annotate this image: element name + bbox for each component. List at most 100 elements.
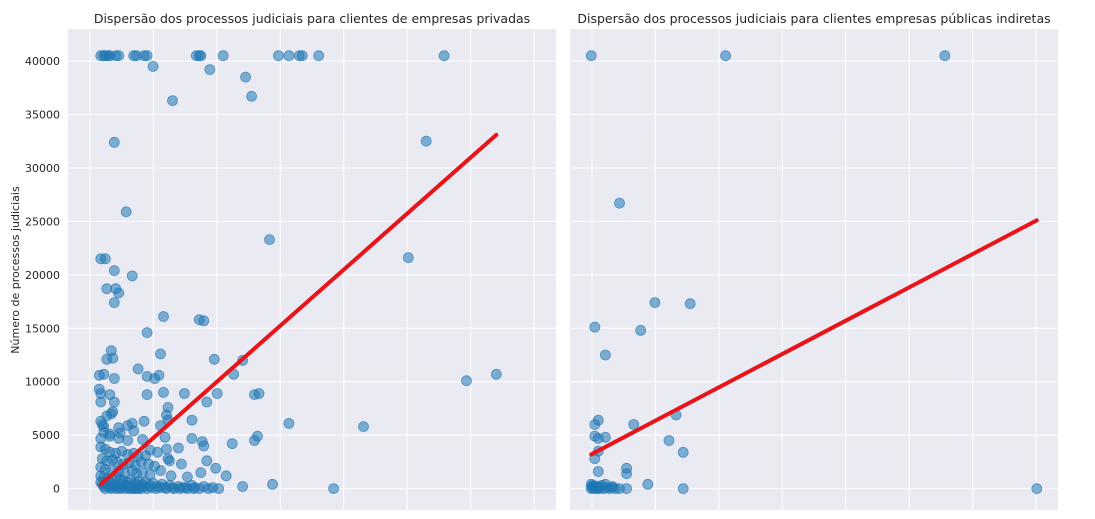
- y-tick-label: 40000: [25, 55, 60, 68]
- y-tick-label: 15000: [25, 322, 60, 335]
- scatter-point: [178, 388, 190, 399]
- scatter-point: [108, 373, 120, 384]
- scatter-point: [132, 363, 144, 375]
- y-tick-label: 35000: [25, 109, 60, 122]
- trend-line: [98, 132, 499, 487]
- scatter-point: [141, 50, 153, 62]
- scatter-point: [108, 297, 120, 309]
- scatter-point: [155, 465, 166, 476]
- scatter-point: [99, 253, 111, 265]
- scatter-point: [226, 438, 238, 450]
- y-tick-label: 5000: [32, 429, 60, 442]
- scatter-point: [264, 234, 275, 246]
- scatter-point: [677, 483, 689, 495]
- scatter-point: [126, 270, 138, 282]
- scatter-point: [211, 388, 223, 399]
- scatter-point: [198, 440, 210, 452]
- scatter-point: [240, 71, 252, 83]
- scatter-point: [164, 455, 175, 467]
- scatter-point: [122, 435, 134, 446]
- scatter-point: [195, 467, 207, 479]
- scatter-point: [1031, 483, 1043, 495]
- scatter-point: [283, 50, 295, 62]
- scatter-point: [237, 481, 249, 492]
- scatter-point: [592, 466, 604, 477]
- scatter-point: [402, 252, 414, 264]
- y-tick-label: 25000: [25, 215, 60, 228]
- scatter-point: [296, 50, 308, 62]
- scatter-point: [128, 425, 140, 437]
- scatter-point: [175, 458, 187, 470]
- scatter-point: [592, 414, 604, 426]
- scatter-point: [600, 431, 611, 443]
- scatter-point: [208, 353, 220, 365]
- scatter-point: [104, 430, 116, 442]
- scatter-point: [141, 327, 153, 339]
- scatter-point: [328, 483, 340, 495]
- scatter-point: [609, 483, 621, 495]
- scatter-point: [283, 417, 295, 429]
- scatter-point: [113, 432, 125, 444]
- scatter-point: [201, 455, 213, 467]
- scatter-point: [490, 368, 502, 380]
- scatter-point: [155, 348, 166, 360]
- scatter-point: [217, 50, 229, 62]
- scatter-point: [635, 324, 647, 336]
- scatter-point: [313, 50, 325, 62]
- scatter-point: [642, 478, 654, 490]
- scatter-point: [167, 95, 178, 106]
- scatter-point: [113, 287, 125, 299]
- scatter-point: [621, 483, 632, 495]
- scatter-point: [621, 468, 632, 480]
- y-tick-label: 20000: [25, 269, 60, 282]
- plot-area: [570, 29, 1058, 510]
- chart-title: Dispersão dos processos judiciais para c…: [94, 11, 530, 26]
- scatter-point: [939, 50, 951, 62]
- plot-area: [68, 29, 556, 510]
- scatter-point: [107, 406, 119, 418]
- scatter-point: [159, 431, 171, 443]
- scatter-point: [267, 478, 278, 490]
- scatter-point: [152, 446, 163, 458]
- chart-panel-private: Dispersão dos processos judiciais para c…: [25, 11, 556, 510]
- scatter-point: [141, 389, 153, 401]
- scatter-point: [158, 386, 169, 398]
- scatter-point: [198, 315, 210, 327]
- scatter-point: [138, 415, 150, 427]
- scatter-point: [147, 61, 159, 72]
- scatter-point: [108, 136, 120, 148]
- scatter-point: [589, 321, 601, 333]
- scatter-point: [684, 298, 696, 310]
- scatter-point: [153, 369, 165, 381]
- scatter-point: [210, 462, 222, 474]
- y-tick-label: 30000: [25, 162, 60, 175]
- scatter-point: [272, 50, 284, 62]
- scatter-point: [98, 368, 110, 380]
- scatter-point: [201, 396, 213, 408]
- scatter-point: [663, 435, 675, 446]
- scatter-point: [108, 396, 120, 408]
- scatter-point: [253, 388, 265, 399]
- scatter-point: [677, 446, 689, 458]
- scatter-point: [187, 483, 199, 495]
- scatter-point: [600, 349, 611, 361]
- scatter-point: [195, 50, 207, 62]
- scatter-point: [586, 481, 598, 492]
- scatter-point: [186, 432, 198, 444]
- scatter-point: [420, 135, 432, 147]
- scatter-point: [585, 50, 597, 62]
- scatter-point: [113, 50, 125, 62]
- scatter-point: [720, 50, 731, 62]
- scatter-point: [161, 443, 172, 455]
- scatter-point: [649, 297, 661, 309]
- scatter-point: [95, 396, 107, 408]
- scatter-point: [158, 311, 169, 322]
- scatter-point: [246, 90, 258, 102]
- scatter-point: [220, 470, 232, 482]
- y-tick-label: 10000: [25, 376, 60, 389]
- y-axis-label: Número de processos judiciais: [9, 186, 22, 354]
- y-tick-label: 0: [53, 483, 60, 496]
- scatter-point: [101, 283, 113, 295]
- scatter-point: [181, 471, 193, 483]
